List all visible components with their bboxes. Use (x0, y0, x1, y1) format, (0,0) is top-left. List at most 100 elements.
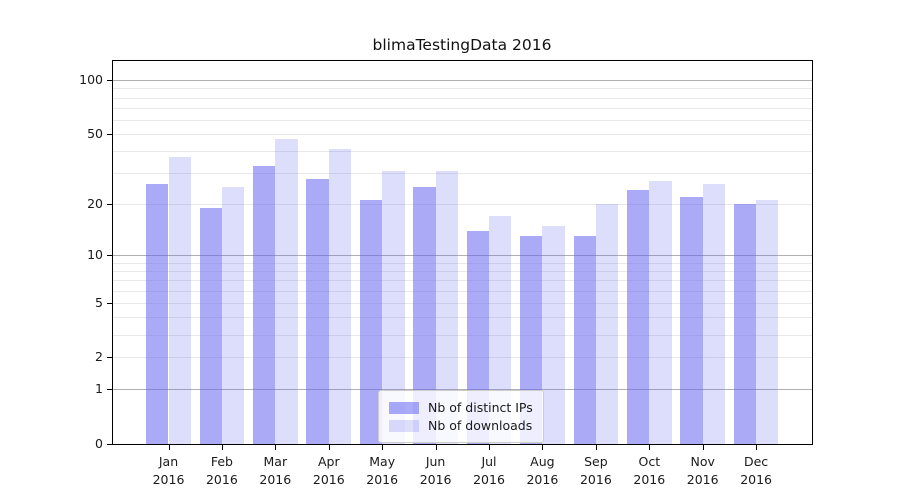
bar-downloads-mar (275, 138, 298, 444)
gridline-minor-50 (113, 134, 812, 136)
y-tick-label-0: 0 (95, 436, 103, 451)
bar-downloads-feb (221, 187, 245, 444)
x-tick-text: 2016 (419, 472, 452, 488)
bar-ips-nov (680, 196, 703, 444)
gridline-minor-8 (113, 270, 812, 272)
x-tick-8 (595, 445, 597, 450)
x-tick-7 (542, 445, 544, 450)
x-tick-3 (328, 445, 330, 450)
x-tick-text: 2016 (579, 472, 612, 488)
x-tick-label-7: Aug 2016 (512, 453, 572, 489)
x-tick-1 (221, 445, 223, 450)
y-tick-label-5: 5 (95, 294, 103, 310)
x-tick-text: Jul (481, 454, 497, 469)
legend: Nb of distinct IPs Nb of downloads (378, 390, 544, 443)
legend-label-distinct-ips: Nb of distinct IPs (428, 400, 533, 415)
bar-downloads-nov (702, 184, 726, 444)
bar-downloads-oct (649, 181, 672, 444)
x-tick-text: Jan (158, 454, 179, 469)
y-tick-20 (107, 204, 113, 205)
x-tick-text: 2016 (312, 472, 345, 488)
bar-ips-jun (413, 187, 436, 444)
legend-swatch-downloads (389, 419, 419, 432)
bar-downloads-jun (435, 170, 458, 444)
y-tick-label-100: 100 (79, 72, 103, 88)
x-tick-text: May (369, 454, 396, 469)
chart-title: blimaTestingData 2016 (372, 36, 552, 54)
bar-ips-mar (252, 166, 276, 444)
bar-downloads-jan (168, 157, 191, 444)
legend-item-downloads: Nb of downloads (389, 418, 533, 433)
legend-swatch-distinct-ips (389, 401, 419, 414)
y-tick-10 (107, 255, 113, 256)
bar-downloads-jul (489, 216, 512, 444)
gridline-minor-9 (113, 262, 812, 264)
plot-area: 0 1 2 5 10 20 50 100 Jan 2016 Feb 2016 Mar 2016 Apr 20… (79, 60, 813, 487)
gridline-minor-70 (113, 108, 812, 109)
y-tick-label-1: 1 (95, 381, 103, 397)
legend-label-downloads: Nb of downloads (428, 418, 533, 433)
x-tick-label-4: May 2016 (352, 453, 412, 489)
x-tick-6 (489, 445, 490, 450)
gridline-minor-30 (113, 173, 812, 175)
x-tick-label-3: Apr 2016 (299, 453, 359, 489)
bar-ips-oct (626, 190, 650, 444)
bar-ips-jan (146, 184, 169, 444)
y-tick-label-10: 10 (87, 247, 103, 262)
bar-downloads-aug (542, 225, 565, 444)
y-tick-50 (107, 134, 113, 136)
x-tick-0 (168, 445, 170, 450)
x-tick-10 (702, 445, 704, 450)
x-tick-text: Sep (584, 454, 608, 469)
x-tick-text: Jun (425, 454, 446, 469)
y-tick-label-2: 2 (95, 349, 103, 365)
x-tick-text: 2016 (152, 472, 185, 488)
bar-ips-sep (573, 236, 596, 444)
gridline-minor-6 (113, 290, 812, 292)
gridline-minor-40 (113, 151, 812, 153)
y-tick-2 (107, 357, 113, 359)
y-tick-5 (107, 302, 113, 304)
x-tick-text: 2016 (526, 472, 559, 488)
gridline-major-10 (113, 255, 812, 256)
x-tick-text: 2016 (366, 472, 399, 488)
legend-item-distinct-ips: Nb of distinct IPs (389, 400, 533, 415)
x-tick-text: Apr (317, 454, 340, 469)
gridline-minor-4 (113, 317, 812, 319)
bar-downloads-apr (328, 149, 352, 444)
x-tick-label-2: Mar 2016 (245, 453, 305, 489)
x-tick-text: 2016 (740, 472, 772, 488)
x-tick-text: Nov (690, 454, 715, 469)
y-tick-100 (107, 80, 113, 82)
x-tick-label-8: Sep 2016 (566, 453, 626, 489)
gridline-minor-5 (113, 302, 812, 304)
x-tick-label-1: Feb 2016 (192, 453, 252, 489)
gridline-major-1 (113, 389, 812, 391)
gridline-minor-3 (113, 334, 812, 336)
x-tick-text: Feb (210, 454, 233, 469)
y-tick-1 (107, 389, 113, 391)
x-tick-9 (649, 445, 651, 450)
y-tick-label-50: 50 (87, 126, 103, 142)
gridline-major-100 (113, 80, 812, 82)
bar-ips-may (359, 200, 383, 444)
gridline-minor-90 (113, 88, 812, 90)
x-tick-text: 2016 (205, 472, 238, 488)
x-tick-text: 2016 (633, 472, 666, 488)
x-tick-4 (382, 445, 384, 450)
y-tick-label-20: 20 (87, 196, 103, 211)
x-tick-label-9: Oct 2016 (619, 453, 679, 489)
x-tick-label-0: Jan 2016 (139, 453, 199, 489)
y-tick-0 (107, 444, 113, 445)
bar-downloads-dec (756, 200, 779, 444)
x-tick-label-10: Nov 2016 (673, 453, 733, 489)
gridline-minor-60 (113, 120, 812, 121)
bar-ips-feb (199, 207, 222, 444)
bar-ips-dec (733, 204, 757, 444)
x-tick-11 (756, 445, 758, 450)
x-tick-label-11: Dec 2016 (726, 453, 786, 489)
x-tick-text: Dec (743, 454, 769, 469)
bar-downloads-may (382, 170, 405, 444)
x-tick-text: 2016 (686, 472, 719, 488)
bar-ips-apr (306, 178, 329, 444)
